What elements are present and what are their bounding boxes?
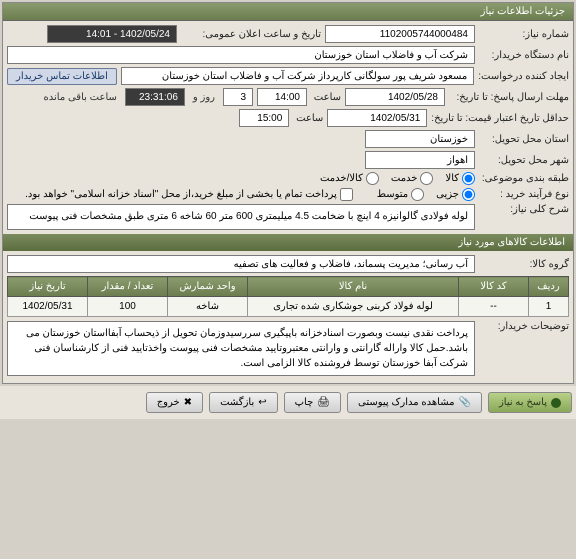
need-no-value: 1102005744000484 bbox=[325, 25, 475, 43]
row-need-no: شماره نیاز: 1102005744000484 تاریخ و ساع… bbox=[7, 25, 569, 43]
table-header-cell: کد کالا bbox=[459, 277, 529, 297]
cat-goods[interactable]: کالا bbox=[445, 172, 475, 185]
contact-button[interactable]: اطلاعات تماس خریدار bbox=[7, 68, 117, 85]
desc-value: لوله فولادی گالوانیزه 4 اینچ با ضخامت 4.… bbox=[7, 204, 475, 230]
creator-value: مسعود شریف پور سولگانی کارپرداز شرکت آب … bbox=[121, 67, 474, 85]
items-header: اطلاعات کالاهای مورد نیاز bbox=[3, 234, 573, 251]
footer-buttons: پاسخ به نیاز 📎 مشاهده مدارک پیوستی 🖨 چاپ… bbox=[0, 386, 576, 419]
proc-1[interactable]: جزیی bbox=[436, 188, 475, 201]
category-label: طبقه بندی موضوعی: bbox=[479, 173, 569, 184]
validity-label: حداقل تاریخ اعتبار قیمت: تا تاریخ: bbox=[431, 113, 569, 124]
buyer-notes-value: پرداخت نقدی نیست وبصورت اسنادخزانه باپیگ… bbox=[7, 321, 475, 376]
table-cell: شاخه bbox=[168, 297, 248, 317]
exit-button[interactable]: ✖ خروج bbox=[146, 392, 203, 413]
paperclip-icon: 📎 bbox=[459, 397, 471, 408]
table-cell: لوله فولاد کربنی جوشکاری شده تجاری bbox=[248, 297, 459, 317]
process-radios: جزیی متوسط bbox=[377, 188, 475, 201]
table-header-cell: نام کالا bbox=[248, 277, 459, 297]
desc-label: شرح کلی نیاز: bbox=[479, 204, 569, 215]
deadline-label: مهلت ارسال پاسخ: تا تاریخ: bbox=[449, 92, 569, 103]
validity-date: 1402/05/31 bbox=[327, 109, 427, 127]
items-table: ردیفکد کالانام کالاواحد شمارشتعداد / مقد… bbox=[7, 276, 569, 317]
row-group: گروه کالا: آب رسانی؛ مدیریت پسماند، فاضل… bbox=[7, 255, 569, 273]
respond-icon bbox=[551, 398, 561, 408]
table-cell: -- bbox=[459, 297, 529, 317]
table-header-cell: تعداد / مقدار bbox=[88, 277, 168, 297]
table-row[interactable]: 1--لوله فولاد کربنی جوشکاری شده تجاریشاخ… bbox=[8, 297, 569, 317]
buyer-notes-label: توضیحات خریدار: bbox=[479, 321, 569, 332]
respond-button[interactable]: پاسخ به نیاز bbox=[488, 392, 572, 413]
payment-check[interactable]: پرداخت تمام یا بخشی از مبلغ خرید،از محل … bbox=[25, 188, 353, 201]
creator-label: ایجاد کننده درخواست: bbox=[478, 71, 569, 82]
payment-checkbox[interactable] bbox=[340, 188, 353, 201]
cat-service[interactable]: خدمت bbox=[391, 172, 434, 185]
group-value: آب رسانی؛ مدیریت پسماند، فاضلاب و فعالیت… bbox=[7, 255, 475, 273]
process-label: نوع فرآیند خرید : bbox=[479, 189, 569, 200]
deadline-time: 14:00 bbox=[257, 88, 307, 106]
city-label: شهر محل تحویل: bbox=[479, 155, 569, 166]
table-cell: 1402/05/31 bbox=[8, 297, 88, 317]
panel-title: جزئیات اطلاعات نیاز bbox=[3, 3, 573, 21]
row-province: استان محل تحویل: خوزستان bbox=[7, 130, 569, 148]
row-buyer: نام دستگاه خریدار: شرکت آب و فاضلاب استا… bbox=[7, 46, 569, 64]
deadline-date: 1402/05/28 bbox=[345, 88, 445, 106]
proc-2[interactable]: متوسط bbox=[377, 188, 424, 201]
row-desc: شرح کلی نیاز: لوله فولادی گالوانیزه 4 ای… bbox=[7, 204, 569, 230]
need-no-label: شماره نیاز: bbox=[479, 29, 569, 40]
attachments-button[interactable]: 📎 مشاهده مدارک پیوستی bbox=[347, 392, 482, 413]
buyer-value: شرکت آب و فاضلاب استان خوزستان bbox=[7, 46, 475, 64]
province-value: خوزستان bbox=[365, 130, 475, 148]
row-category: طبقه بندی موضوعی: کالا خدمت کالا/خدمت bbox=[7, 172, 569, 185]
group-label: گروه کالا: bbox=[479, 259, 569, 270]
city-value: اهواز bbox=[365, 151, 475, 169]
row-validity: حداقل تاریخ اعتبار قیمت: تا تاریخ: 1402/… bbox=[7, 109, 569, 127]
announce-label: تاریخ و ساعت اعلان عمومی: bbox=[181, 29, 321, 40]
days-label: روز و bbox=[189, 90, 219, 105]
remain-label: ساعت باقی مانده bbox=[40, 90, 121, 105]
panel-body: شماره نیاز: 1102005744000484 تاریخ و ساع… bbox=[3, 21, 573, 383]
row-deadline: مهلت ارسال پاسخ: تا تاریخ: 1402/05/28 سا… bbox=[7, 88, 569, 106]
main-panel: جزئیات اطلاعات نیاز شماره نیاز: 11020057… bbox=[2, 2, 574, 384]
cat-service-radio[interactable] bbox=[420, 172, 433, 185]
days-value: 3 bbox=[223, 88, 253, 106]
back-icon: ↩ bbox=[258, 397, 266, 408]
proc-2-radio[interactable] bbox=[411, 188, 424, 201]
print-button[interactable]: 🖨 چاپ bbox=[284, 392, 341, 413]
row-buyer-notes: توضیحات خریدار: پرداخت نقدی نیست وبصورت … bbox=[7, 321, 569, 376]
proc-1-radio[interactable] bbox=[462, 188, 475, 201]
exit-icon: ✖ bbox=[184, 397, 192, 408]
row-creator: ایجاد کننده درخواست: مسعود شریف پور سولگ… bbox=[7, 67, 569, 85]
category-radios: کالا خدمت کالا/خدمت bbox=[320, 172, 475, 185]
table-header-cell: تاریخ نیاز bbox=[8, 277, 88, 297]
table-header-cell: واحد شمارش bbox=[168, 277, 248, 297]
announce-value: 1402/05/24 - 14:01 bbox=[47, 25, 177, 43]
table-cell: 100 bbox=[88, 297, 168, 317]
cat-goods-service[interactable]: کالا/خدمت bbox=[320, 172, 379, 185]
row-process: نوع فرآیند خرید : جزیی متوسط پرداخت تمام… bbox=[7, 188, 569, 201]
table-head: ردیفکد کالانام کالاواحد شمارشتعداد / مقد… bbox=[8, 277, 569, 297]
time-label-1: ساعت bbox=[311, 92, 341, 103]
back-button[interactable]: ↩ بازگشت bbox=[209, 392, 278, 413]
print-icon: 🖨 bbox=[317, 397, 330, 408]
remain-time: 23:31:06 bbox=[125, 88, 185, 106]
table-header-cell: ردیف bbox=[529, 277, 569, 297]
cat-goods-radio[interactable] bbox=[462, 172, 475, 185]
cat-gs-radio[interactable] bbox=[366, 172, 379, 185]
province-label: استان محل تحویل: bbox=[479, 134, 569, 145]
table-body: 1--لوله فولاد کربنی جوشکاری شده تجاریشاخ… bbox=[8, 297, 569, 317]
time-label-2: ساعت bbox=[293, 113, 323, 124]
buyer-label: نام دستگاه خریدار: bbox=[479, 50, 569, 61]
table-cell: 1 bbox=[529, 297, 569, 317]
row-city: شهر محل تحویل: اهواز bbox=[7, 151, 569, 169]
validity-time: 15:00 bbox=[239, 109, 289, 127]
